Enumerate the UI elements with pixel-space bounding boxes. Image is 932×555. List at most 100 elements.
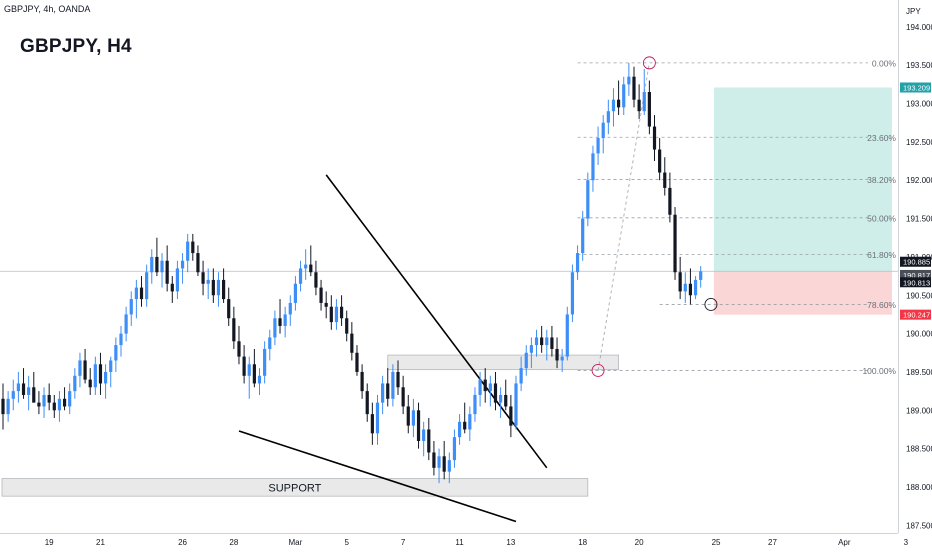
candle (457, 414, 462, 445)
symbol-info-line[interactable]: GBPJPY, 4h, OANDA (4, 4, 91, 14)
candle-body (355, 352, 359, 372)
candle-body (575, 253, 580, 273)
candle-body (73, 375, 77, 392)
candle (437, 448, 441, 484)
candle-body (586, 180, 590, 219)
candle-body (499, 394, 503, 403)
x-tick-label: 7 (401, 538, 406, 547)
candle-body (550, 337, 554, 349)
price-tag: 190.813 (900, 277, 931, 288)
candle-body (52, 402, 56, 411)
candle-body (83, 360, 87, 380)
candle-body (591, 153, 595, 181)
candle (293, 276, 298, 311)
candle-body (180, 260, 185, 269)
candle-body (16, 383, 20, 392)
price-tag-label: 190.817 (903, 271, 930, 280)
candle-body (473, 394, 477, 415)
candle-body (652, 126, 657, 150)
x-tick-label: 18 (578, 538, 587, 547)
candle (196, 245, 200, 277)
candle (160, 253, 164, 288)
candle-body (278, 318, 282, 326)
candle (627, 62, 631, 96)
candle-body (540, 337, 544, 346)
support-label: SUPPORT (268, 482, 321, 494)
price-tag: 190.885 (900, 256, 931, 267)
x-tick-label: 25 (712, 538, 721, 547)
candle-body (104, 371, 108, 384)
candle-body (221, 279, 226, 300)
fib-level-label: 78.60% (867, 300, 896, 310)
candle (1, 383, 5, 430)
candle (586, 172, 590, 227)
candle (139, 276, 144, 307)
candle (565, 306, 569, 361)
candle (673, 207, 677, 280)
candle-body (488, 383, 492, 392)
candle (570, 264, 575, 323)
candle-body (6, 398, 10, 415)
candle-body (375, 402, 380, 434)
candle (452, 429, 457, 468)
swing-point-marker (704, 298, 718, 311)
candle (499, 387, 503, 418)
candle (11, 379, 15, 411)
y-tick-label: 193.500 (906, 61, 932, 70)
candle (88, 368, 92, 395)
candle-body (468, 414, 472, 430)
candle (545, 329, 549, 361)
candle (221, 268, 226, 303)
candle-body (560, 356, 564, 361)
x-tick-label: 26 (178, 538, 187, 547)
candle (78, 352, 82, 388)
candle (124, 306, 128, 342)
candle-body (432, 452, 436, 468)
candle-body (483, 379, 487, 392)
candle-body (642, 92, 646, 112)
candle-body (565, 314, 569, 357)
price-tag-label: 190.247 (903, 311, 930, 320)
price-tag: 190.247 (900, 309, 931, 320)
chart-title: GBPJPY, H4 (20, 36, 132, 57)
candle (617, 80, 621, 116)
candle-body (237, 341, 241, 357)
candle (191, 233, 195, 261)
candle-body (622, 84, 626, 108)
candle-body (360, 371, 364, 392)
fib-level-label: 38.20% (867, 175, 896, 185)
candle-body (658, 149, 662, 173)
candle-body (186, 241, 190, 261)
candle-body (416, 410, 421, 441)
candle (370, 402, 374, 445)
y-tick-label: 188.000 (906, 483, 932, 492)
candle-body (504, 394, 508, 407)
candle (416, 402, 421, 449)
y-tick-label: 190.000 (906, 330, 932, 339)
candle-body (165, 260, 169, 284)
candle (381, 375, 385, 415)
candle-body (288, 302, 292, 315)
candle (658, 138, 662, 181)
candle-body (78, 360, 82, 376)
candle (468, 406, 472, 441)
candle-body (581, 218, 585, 254)
candle (637, 84, 641, 119)
candle (524, 345, 528, 376)
candle-body (463, 421, 467, 430)
candle (355, 345, 359, 376)
candle (180, 253, 185, 284)
y-tick-label: 191.500 (906, 215, 932, 224)
candle (550, 325, 554, 357)
candle (688, 268, 693, 305)
candle (529, 337, 533, 369)
candle-body (68, 391, 72, 407)
fib-trend-line (597, 62, 650, 371)
candle-body (155, 256, 159, 273)
candle-body (273, 318, 277, 338)
candle-body (175, 268, 180, 292)
candle (519, 356, 523, 392)
candle (329, 295, 333, 330)
